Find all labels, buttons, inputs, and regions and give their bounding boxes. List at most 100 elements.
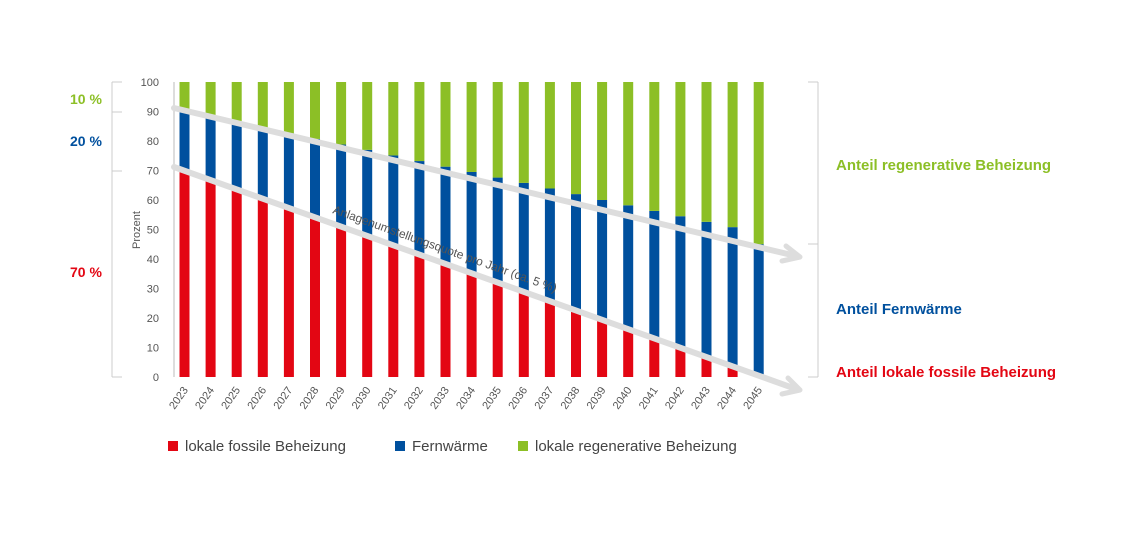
bar-segment (466, 171, 477, 274)
x-tick-label: 2045 (741, 385, 765, 412)
bar-segment (649, 339, 660, 377)
bar-segment (466, 273, 477, 377)
x-tick-label: 2035 (480, 385, 504, 412)
y-tick-label: 80 (147, 136, 159, 148)
bar-segment (388, 245, 399, 377)
x-tick-label: 2043 (689, 385, 713, 412)
y-tick-label: 50 (147, 225, 159, 237)
bar-segment (388, 155, 399, 246)
bar-segment (753, 244, 764, 377)
bar-segment (571, 82, 581, 195)
bar-segment (205, 179, 216, 377)
right-share-label: Anteil lokale fossile Beheizung (836, 364, 1056, 381)
legend-swatch (395, 441, 405, 451)
bar-segment (257, 82, 268, 128)
bar-segment (205, 82, 216, 117)
bar-segment (414, 161, 425, 255)
bar-segment (544, 188, 555, 302)
bar-segment (597, 82, 608, 200)
x-tick-label: 2044 (715, 385, 739, 412)
bar-segment (675, 216, 686, 349)
y-tick-label: 70 (147, 166, 159, 178)
bar-segment (571, 194, 581, 312)
left-percent-labels: 10 % 20 % 70 % (70, 91, 102, 280)
bar-segment (414, 82, 425, 162)
bar-segment (544, 301, 555, 377)
legend-label: lokale fossile Beheizung (185, 438, 346, 455)
legend-label: lokale regenerative Beheizung (535, 438, 737, 455)
bar-segment (310, 82, 320, 139)
legend-swatch (168, 441, 178, 451)
bar-segment (283, 82, 294, 134)
x-tick-label: 2033 (428, 385, 452, 412)
x-tick-label: 2026 (245, 385, 269, 412)
bar-segment (518, 182, 529, 293)
bar-segment (544, 82, 555, 189)
right-share-labels: Anteil regenerative Beheizung Anteil Fern… (836, 157, 1056, 381)
bar-segment (649, 82, 660, 211)
x-tick-label: 2025 (219, 385, 243, 412)
bar-segment (257, 198, 268, 377)
side-brackets (111, 81, 819, 378)
x-tick-label: 2027 (271, 385, 295, 412)
y-tick-label: 100 (141, 77, 159, 89)
bar-segment (466, 82, 477, 172)
x-tick-label: 2034 (454, 385, 478, 412)
y-tick-label: 60 (147, 195, 159, 207)
upper-trend-arrowhead (779, 243, 803, 264)
legend-swatch (518, 441, 528, 451)
right-share-label: Anteil Fernwärme (836, 301, 962, 318)
x-tick-label: 2037 (532, 385, 556, 412)
bar-segment (518, 292, 529, 377)
left-percent-label: 10 % (70, 91, 102, 107)
bar-segment (179, 111, 190, 171)
bar-segment (362, 236, 373, 377)
y-tick-label: 30 (147, 284, 159, 296)
bar-segment (336, 144, 347, 227)
bar-segment (727, 227, 738, 368)
bar-segment (492, 177, 503, 284)
trend-arrows (171, 105, 803, 397)
legend-label: Fernwärme (412, 438, 488, 455)
y-tick-label: 20 (147, 313, 159, 325)
bar-segment (310, 217, 320, 377)
bar-segment (623, 82, 634, 206)
bar-segment (701, 358, 712, 377)
left-percent-label: 70 % (70, 264, 102, 280)
bar-segment (440, 166, 451, 265)
bar-segment (623, 205, 634, 331)
bar-segment (701, 82, 712, 222)
bar-segment (283, 207, 294, 377)
right-share-label: Anteil regenerative Beheizung (836, 157, 1051, 174)
x-tick-label: 2028 (298, 385, 322, 412)
x-tick-label: 2024 (193, 385, 217, 412)
x-tick-label: 2042 (663, 385, 687, 412)
bar-segment (518, 82, 529, 183)
bar-segment (727, 82, 738, 228)
bar-segment (336, 82, 347, 145)
bar-segment (179, 170, 190, 377)
upper-trend-arrow (171, 105, 799, 259)
bar-segment (388, 82, 399, 156)
bar-segment (440, 82, 451, 167)
y-tick-label: 10 (147, 343, 159, 355)
bar-segment (283, 133, 294, 208)
bar-segment (414, 254, 425, 377)
bar-segment (231, 122, 242, 190)
bar-segment (701, 221, 712, 359)
x-tick-label: 2038 (559, 385, 583, 412)
bar-segment (675, 348, 686, 377)
x-tick-label: 2040 (611, 385, 635, 412)
bar-segment (492, 283, 503, 377)
x-tick-labels: 2023 2024 2025 2026 2027 2028 2029 2030 2031 2032… (167, 385, 765, 412)
bar-segment (440, 264, 451, 377)
legend: lokale fossile Beheizung Fernwärme lokale … (168, 438, 737, 455)
bar-segment (571, 311, 581, 377)
x-tick-label: 2030 (350, 385, 374, 412)
bar-segment (179, 82, 190, 112)
bar-segment (753, 82, 764, 245)
x-tick-label: 2036 (506, 385, 530, 412)
x-tick-label: 2041 (637, 385, 661, 412)
bar-segment (205, 116, 216, 180)
